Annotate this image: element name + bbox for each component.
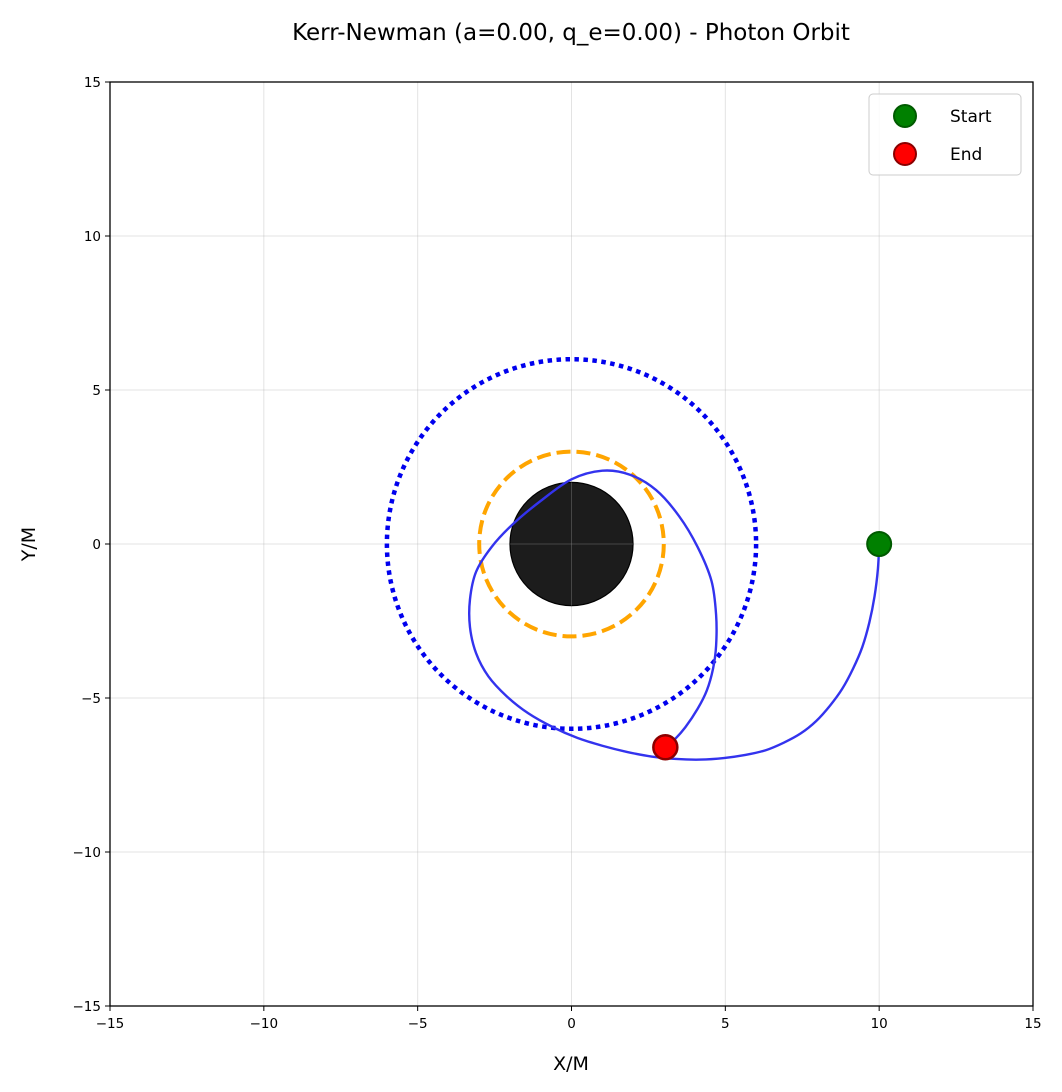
chart-title: Kerr-Newman (a=0.00, q_e=0.00) - Photon …	[292, 20, 850, 46]
x-tick-label: 15	[1024, 1016, 1041, 1032]
y-axis-label: Y/M	[18, 527, 40, 562]
legend-end-marker	[893, 142, 917, 166]
y-tick-label: 10	[84, 229, 101, 245]
isco-orbit	[384, 356, 759, 732]
y-tick-label: −10	[73, 845, 102, 861]
legend: Start End	[868, 93, 1022, 176]
end-point-marker	[652, 734, 679, 761]
x-tick-label: 10	[871, 1016, 888, 1032]
x-tick-label: −15	[96, 1016, 125, 1032]
x-axis-label: X/M	[553, 1053, 589, 1075]
x-tick-label: −5	[408, 1016, 428, 1032]
x-tick-label: 5	[721, 1016, 730, 1032]
event-horizon	[509, 481, 634, 607]
legend-start-label: Start	[950, 107, 992, 127]
axis-ticks: −15 −10 −5 0 5 10 15 −15 −10 −5 0 5 10 15	[73, 75, 1042, 1032]
plot-area	[384, 356, 893, 761]
x-tick-label: 0	[567, 1016, 576, 1032]
photon-sphere	[477, 449, 666, 639]
legend-frame	[868, 93, 1022, 176]
y-tick-label: 0	[92, 537, 101, 553]
x-tick-label: −10	[250, 1016, 279, 1032]
photon-trajectory	[467, 469, 881, 761]
y-tick-label: 5	[92, 383, 101, 399]
y-tick-label: 15	[84, 75, 101, 91]
legend-start-marker	[893, 104, 917, 128]
start-point-marker	[866, 531, 893, 557]
y-tick-label: −15	[73, 999, 102, 1015]
y-tick-label: −5	[81, 691, 101, 707]
legend-end-label: End	[950, 145, 982, 165]
